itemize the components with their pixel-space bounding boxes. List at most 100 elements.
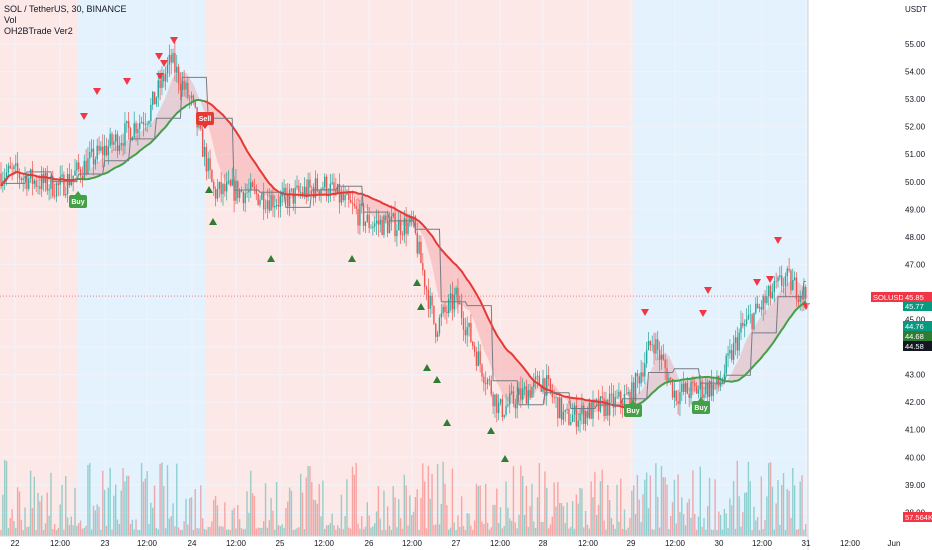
volume-bar: [103, 489, 106, 536]
volume-bar: [168, 518, 171, 536]
candle-body: [374, 223, 376, 227]
candle-body: [522, 388, 524, 400]
volume-bar: [100, 529, 102, 536]
candle-body: [509, 393, 511, 405]
signal-pointer-icon: [698, 397, 704, 401]
volume-bar: [52, 529, 54, 536]
candle-body: [684, 383, 687, 392]
volume-bar: [288, 487, 291, 536]
candle-body: [261, 193, 263, 200]
volume-bar: [237, 504, 239, 536]
sell-signal[interactable]: Sell: [196, 112, 214, 129]
candle-body: [172, 53, 174, 63]
candle-body: [229, 180, 232, 186]
signal-box: [69, 195, 87, 208]
volume-bar: [768, 462, 770, 536]
volume-bar: [431, 474, 433, 536]
step-line: [1, 76, 806, 409]
candle-body: [784, 276, 787, 286]
buy-arrow-icon: [205, 186, 213, 193]
candle-body: [327, 195, 330, 197]
candle-body: [83, 160, 85, 179]
buy-signal[interactable]: Buy: [692, 397, 710, 414]
buy-signal[interactable]: Buy: [624, 400, 642, 417]
price-tick: 51.00: [905, 150, 926, 159]
candle-body: [361, 203, 363, 206]
price-tick: 39.00: [905, 481, 926, 490]
candle-body: [216, 189, 219, 199]
volume-bar: [773, 529, 775, 536]
volume-bar: [697, 516, 700, 536]
price-tag-value: 45.85: [905, 293, 924, 302]
volume-bar: [146, 471, 148, 536]
volume-bar: [72, 525, 74, 536]
price-tag-value: 57.564K: [905, 513, 932, 522]
volume-bar: [375, 511, 378, 536]
candle-body: [418, 241, 420, 254]
volume-bar: [568, 528, 570, 536]
price-tick: 47.00: [905, 260, 926, 269]
candle-body: [620, 391, 622, 404]
candle-body: [103, 145, 106, 156]
candle-body: [55, 183, 58, 197]
candle-body: [203, 146, 206, 157]
volume-bar: [777, 480, 779, 536]
volume-bar: [486, 522, 489, 536]
candle-body: [549, 378, 552, 391]
volume-bar: [760, 476, 763, 536]
volume-bar: [769, 462, 772, 536]
volume-bar: [316, 503, 319, 536]
volume-bar: [333, 525, 335, 536]
candle-body: [140, 121, 143, 123]
candle-body: [231, 179, 233, 186]
volume-bar: [555, 506, 557, 536]
candle-body: [756, 303, 759, 309]
buy-signal[interactable]: Buy: [69, 191, 87, 208]
candle-body: [422, 263, 424, 271]
volume-bar: [349, 528, 352, 536]
time-tick: 12:00: [752, 539, 773, 548]
candle-body: [157, 80, 159, 98]
volume-bar: [464, 529, 467, 536]
volume-bar: [274, 529, 276, 536]
volume-bar: [266, 527, 269, 536]
candle-body: [769, 286, 772, 299]
sell-arrow-icon: [766, 276, 774, 283]
candle-body: [292, 188, 294, 204]
candle-body: [459, 303, 461, 305]
candle-body: [211, 170, 213, 182]
candle-body: [662, 354, 664, 360]
symbol-title[interactable]: SOL / TetherUS, 30, BINANCE: [4, 4, 127, 14]
volume-bar: [242, 529, 245, 536]
volume-bar: [120, 490, 122, 536]
candle-body: [688, 393, 690, 398]
volume-bar: [505, 481, 507, 536]
volume-bar: [755, 520, 757, 536]
volume-legend[interactable]: Vol: [4, 15, 17, 25]
time-tick: 22: [11, 539, 20, 548]
time-tick: Jun: [888, 539, 901, 548]
volume-bar: [742, 512, 744, 536]
candle-body: [438, 317, 441, 334]
volume-bar: [490, 527, 492, 536]
candle-body: [314, 178, 317, 198]
volume-bar: [28, 526, 30, 536]
indicator-legend[interactable]: OH2BTrade Ver2: [4, 26, 73, 36]
volume-bar: [744, 492, 746, 536]
price-tag-symbol: SOLUSDT: [873, 293, 909, 302]
volume-bar: [126, 475, 128, 536]
volume-bar: [150, 502, 152, 536]
price-tag-value: 44.58: [905, 342, 924, 351]
candle-body: [288, 189, 291, 207]
candle-body: [603, 398, 605, 417]
volume-bar: [226, 529, 228, 536]
volume-bar: [348, 527, 350, 536]
volume-bar: [374, 523, 376, 536]
volume-bar: [775, 503, 777, 536]
candle-body: [442, 307, 444, 314]
candle-body: [792, 280, 794, 291]
candle-body: [492, 394, 494, 407]
volume-bar: [581, 488, 583, 536]
candle-body: [614, 396, 616, 408]
